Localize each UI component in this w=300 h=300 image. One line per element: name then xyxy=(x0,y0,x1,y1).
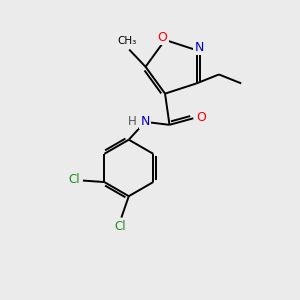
Text: Cl: Cl xyxy=(114,220,126,233)
Text: N: N xyxy=(194,41,204,54)
Text: CH₃: CH₃ xyxy=(118,36,137,46)
Text: H: H xyxy=(128,115,137,128)
Text: Cl: Cl xyxy=(68,173,80,187)
Text: O: O xyxy=(158,31,168,44)
Text: N: N xyxy=(140,115,150,128)
Text: O: O xyxy=(196,111,206,124)
